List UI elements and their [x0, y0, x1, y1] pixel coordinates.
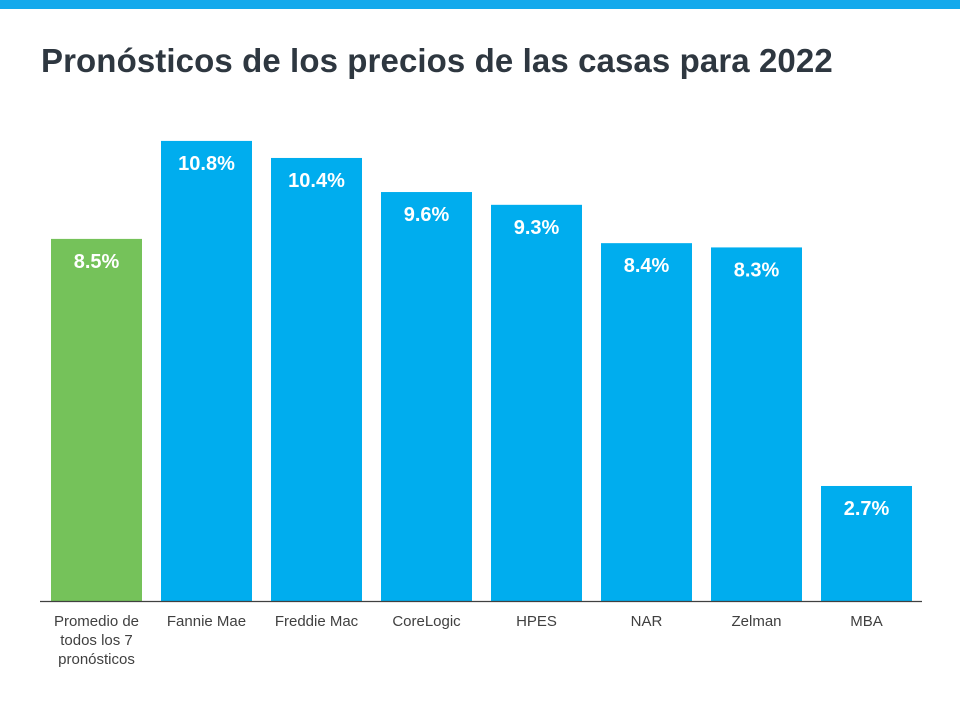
- category-label-4: HPES: [516, 613, 557, 630]
- category-label-0: pronósticos: [58, 651, 135, 668]
- data-label-3: 9.6%: [404, 204, 450, 226]
- category-label-2: Freddie Mac: [275, 613, 359, 630]
- category-label-7: MBA: [850, 613, 883, 630]
- data-label-7: 2.7%: [844, 498, 890, 520]
- bar-0: [51, 238, 142, 601]
- bar-3: [381, 192, 472, 602]
- category-label-0: todos los 7: [60, 632, 133, 649]
- data-label-6: 8.3%: [734, 259, 780, 281]
- bar-1: [161, 140, 252, 602]
- bar-2: [271, 157, 362, 601]
- bar-4: [491, 204, 582, 601]
- page-title: Pronósticos de los precios de las casas …: [41, 42, 833, 79]
- data-label-5: 8.4%: [624, 255, 670, 277]
- category-label-6: Zelman: [731, 613, 781, 630]
- category-label-5: NAR: [631, 613, 663, 630]
- data-label-4: 9.3%: [514, 217, 560, 239]
- category-label-3: CoreLogic: [392, 613, 461, 630]
- category-label-0: Promedio de: [54, 613, 139, 630]
- category-label-1: Fannie Mae: [167, 613, 246, 630]
- data-label-0: 8.5%: [74, 251, 120, 273]
- top-accent-strip: [0, 0, 960, 9]
- bar-6: [711, 247, 802, 602]
- bar-7: [821, 485, 912, 601]
- bar-5: [601, 243, 692, 601]
- data-label-2: 10.4%: [288, 170, 345, 192]
- data-label-1: 10.8%: [178, 153, 235, 175]
